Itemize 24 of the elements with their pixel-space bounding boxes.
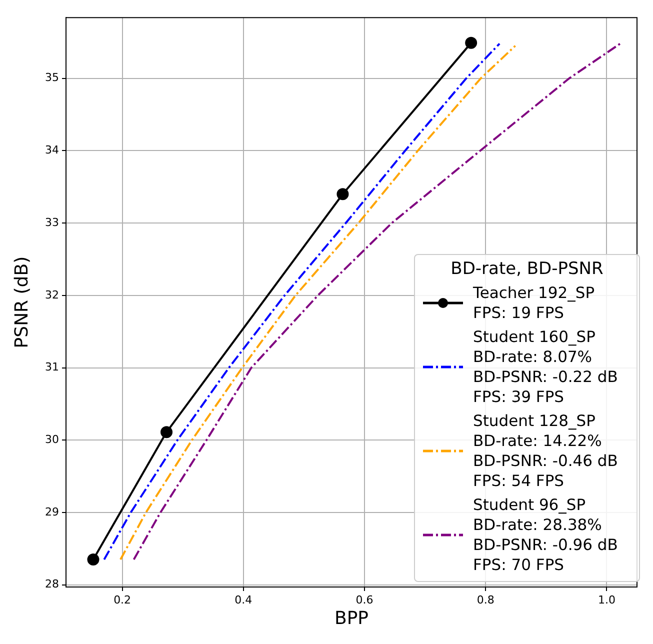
x-tick-label: 0.6	[356, 593, 374, 606]
y-tick-label: 33	[45, 216, 59, 229]
x-axis-title: BPP	[334, 608, 369, 629]
legend-label: Teacher 192_SP FPS: 19 FPS	[473, 283, 595, 323]
x-tick-label: 1.0	[598, 593, 616, 606]
y-tick-label: 31	[45, 360, 59, 374]
legend-label: Student 96_SP BD-rate: 28.38% BD-PSNR: -0.96 dB FPS: 70 FPS	[473, 495, 618, 575]
y-tick-label: 34	[45, 144, 59, 157]
y-tick-label: 32	[45, 288, 59, 302]
point	[465, 36, 478, 49]
y-tick-label: 35	[45, 71, 59, 84]
y-tick-label: 30	[45, 432, 59, 446]
legend-label: Student 160_SP BD-rate: 8.07% BD-PSNR: -0.22 dB FPS: 39 FPS	[473, 327, 618, 407]
y-tick-label: 28	[45, 578, 59, 591]
x-tick-label: 0.8	[476, 593, 494, 606]
y-tick-label: 29	[45, 505, 59, 518]
point	[336, 188, 349, 200]
x-tick-label: 0.2	[114, 593, 132, 606]
point	[87, 554, 100, 566]
legend-label: Student 128_SP BD-rate: 14.22% BD-PSNR: -0.46 dB FPS: 54 FPS	[473, 411, 618, 491]
point	[160, 426, 173, 438]
legend-title: BD-rate, BD-PSNR	[450, 259, 604, 279]
y-axis-title: PSNR (dB)	[11, 256, 32, 348]
x-tick-label: 0.4	[234, 593, 252, 606]
